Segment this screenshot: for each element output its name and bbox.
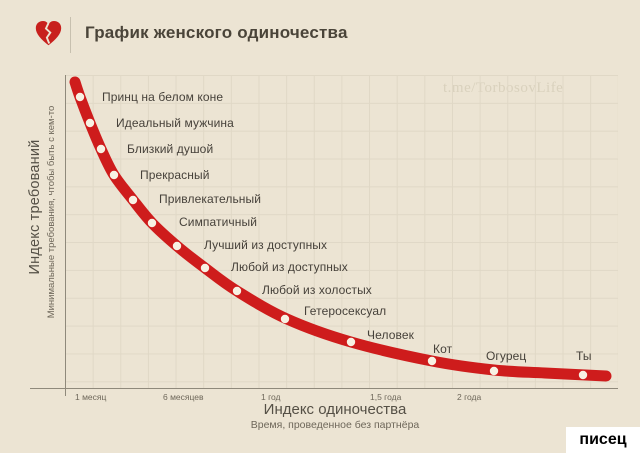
- point-label: Ты: [576, 349, 592, 363]
- point-label: Гетеросексуал: [304, 304, 387, 318]
- point-label: Симпатичный: [179, 215, 258, 229]
- header: График женского одиночества: [0, 0, 640, 66]
- point-label: Огурец: [486, 349, 527, 363]
- point-label: Любой из холостых: [262, 283, 372, 297]
- broken-heart-icon: [35, 20, 62, 46]
- x-axis-label: Индекс одиночества: [263, 401, 407, 418]
- x-tick-1: 1 месяц: [75, 392, 107, 402]
- x-axis-sublabel: Время, проведенное без партнёра: [250, 419, 420, 431]
- y-axis-label: Индекс требований: [27, 139, 43, 275]
- x-tick-3: 1 год: [261, 392, 281, 402]
- y-axis-line: [65, 75, 66, 396]
- point-label: Привлекательный: [159, 192, 262, 206]
- x-axis-title-group: Индекс одиночества Время, проведенное бе…: [170, 401, 500, 431]
- header-divider: [70, 17, 71, 53]
- y-axis-sublabel: Минимальные требования, чтобы быть с кем…: [46, 105, 57, 319]
- x-tick-4: 1,5 года: [370, 392, 402, 402]
- corner-badge: писец: [566, 427, 640, 453]
- point-label: Человек: [367, 328, 414, 342]
- point-label: Кот: [433, 342, 453, 356]
- point-label: Принц на белом коне: [102, 90, 224, 104]
- page-title: График женского одиночества: [85, 23, 348, 42]
- point-label: Идеальный мужчина: [116, 116, 234, 130]
- x-axis-line: [30, 388, 618, 389]
- point-label: Любой из доступных: [231, 260, 348, 274]
- point-label: Лучший из доступных: [204, 238, 328, 252]
- x-tick-2: 6 месяцев: [163, 392, 204, 402]
- point-label: Прекрасный: [140, 168, 210, 182]
- x-tick-5: 2 года: [457, 392, 482, 402]
- point-label: Близкий душой: [127, 142, 214, 156]
